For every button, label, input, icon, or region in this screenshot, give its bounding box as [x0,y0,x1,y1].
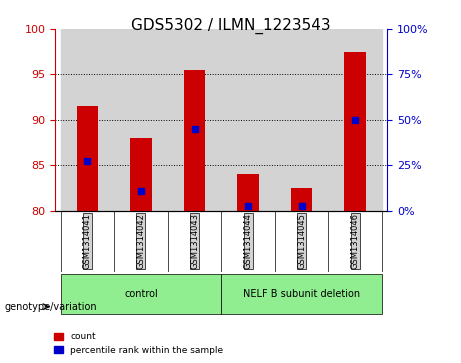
Text: GSM1314046: GSM1314046 [351,213,360,269]
FancyBboxPatch shape [221,274,382,314]
Text: GSM1314044: GSM1314044 [243,213,253,269]
Bar [184,70,205,211]
Bar [61,29,114,211]
Bar [328,29,382,211]
Text: NELF B subunit deletion: NELF B subunit deletion [243,289,360,299]
Text: GSM1314045: GSM1314045 [297,213,306,269]
Bar [237,174,259,211]
FancyBboxPatch shape [61,274,221,314]
Text: control: control [124,289,158,299]
Bar [291,188,312,211]
Text: GSM1314041: GSM1314041 [83,213,92,269]
Text: GDS5302 / ILMN_1223543: GDS5302 / ILMN_1223543 [130,18,331,34]
Bar [221,29,275,211]
Bar [130,138,152,211]
Bar [77,106,98,211]
Text: genotype/variation: genotype/variation [5,302,97,312]
Bar [344,52,366,211]
Bar [275,29,328,211]
Bar [168,29,221,211]
Bar [114,29,168,211]
Text: GSM1314042: GSM1314042 [136,213,146,269]
Legend: count, percentile rank within the sample: count, percentile rank within the sample [51,329,227,359]
Text: GSM1314043: GSM1314043 [190,213,199,269]
